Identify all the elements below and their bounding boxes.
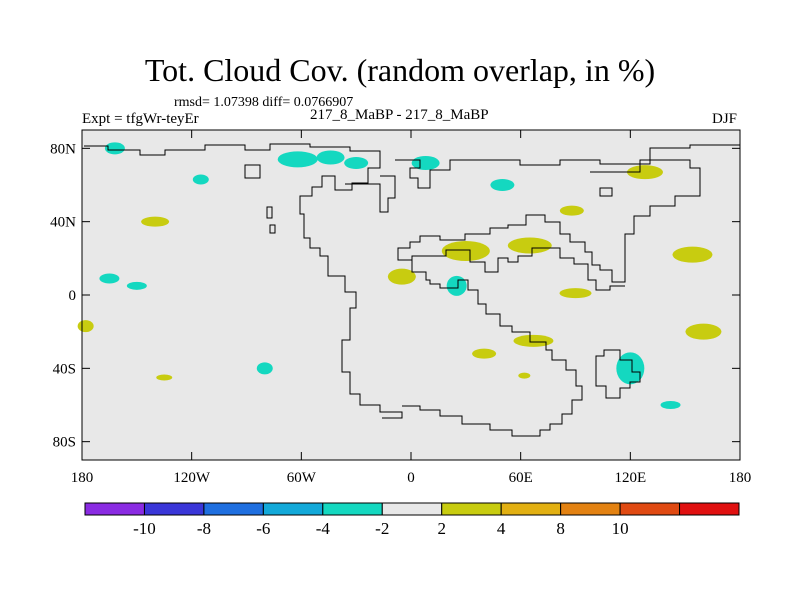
x-tick-label: 180 bbox=[71, 470, 94, 486]
anomaly-region bbox=[344, 157, 369, 169]
x-tick-label: 0 bbox=[407, 470, 415, 486]
case-label: 217_8_MaBP - 217_8_MaBP bbox=[310, 107, 489, 123]
anomaly-region bbox=[513, 334, 554, 347]
colorbar-label: -2 bbox=[375, 519, 389, 538]
y-tick-label: 40N bbox=[50, 215, 76, 231]
y-tick-label: 80N bbox=[50, 141, 76, 157]
anomaly-region bbox=[559, 205, 584, 216]
colorbar-label: -4 bbox=[316, 519, 331, 538]
anomaly-region bbox=[441, 241, 490, 261]
anomaly-region bbox=[277, 151, 318, 168]
stats-text: rmsd= 1.07398 diff= 0.0766907 bbox=[174, 95, 354, 110]
colorbar-label: 10 bbox=[612, 519, 629, 538]
anomaly-region bbox=[99, 273, 120, 284]
x-tick-label: 60E bbox=[509, 470, 533, 486]
colorbar-swatch bbox=[262, 502, 324, 516]
anomaly-region bbox=[518, 372, 531, 379]
anomaly-region bbox=[507, 237, 552, 254]
anomaly-region bbox=[446, 275, 467, 296]
anomaly-region bbox=[626, 165, 663, 180]
anomaly-region bbox=[126, 281, 147, 290]
colorbar-swatch bbox=[619, 502, 681, 516]
y-tick-label: 40S bbox=[53, 361, 76, 377]
anomaly-region bbox=[490, 179, 515, 191]
colorbar: -10 -8 -6 -4 -2 2 4 8 10 bbox=[84, 502, 740, 538]
x-tick-label: 60W bbox=[287, 470, 317, 486]
experiment-label: Expt = tfgWr-teyEr bbox=[82, 111, 199, 127]
tick-layer: 180 120W 60W 0 60E 120E 180 80N 40N 0 40S 80S bbox=[50, 130, 751, 486]
colorbar-swatch bbox=[143, 502, 205, 516]
x-tick-label: 120E bbox=[614, 470, 646, 486]
anomaly-region bbox=[156, 374, 173, 381]
y-tick-label: 80S bbox=[53, 435, 76, 451]
colorbar-label: 2 bbox=[437, 519, 446, 538]
anomaly-region bbox=[256, 362, 273, 375]
anomaly-region bbox=[192, 174, 209, 185]
colorbar-label: -6 bbox=[256, 519, 270, 538]
colorbar-label: 4 bbox=[497, 519, 506, 538]
x-tick-label: 180 bbox=[729, 470, 752, 486]
colorbar-swatch bbox=[381, 502, 443, 516]
anomaly-region bbox=[660, 401, 681, 409]
colorbar-label: 8 bbox=[556, 519, 565, 538]
colorbar-label: -8 bbox=[197, 519, 211, 538]
x-tick-label: 120W bbox=[173, 470, 211, 486]
chart-title: Tot. Cloud Cov. (random overlap, in %) bbox=[144, 52, 656, 88]
colorbar-swatch bbox=[679, 502, 740, 516]
colorbar-swatch bbox=[441, 502, 502, 516]
colorbar-label: -10 bbox=[133, 519, 156, 538]
anomaly-region bbox=[472, 348, 497, 359]
anomaly-region bbox=[104, 142, 125, 155]
anomaly-region bbox=[141, 216, 170, 227]
colorbar-swatch bbox=[500, 502, 562, 516]
anomaly-region bbox=[316, 150, 345, 165]
colorbar-swatch bbox=[560, 502, 621, 516]
y-tick-label: 0 bbox=[69, 288, 77, 304]
anomaly-region bbox=[672, 246, 713, 263]
anomaly-region bbox=[559, 288, 592, 299]
anomaly-region bbox=[77, 320, 94, 333]
season-label: DJF bbox=[712, 111, 738, 127]
colorbar-swatch bbox=[322, 502, 383, 516]
anomaly-region bbox=[387, 268, 416, 285]
coastline bbox=[84, 143, 740, 437]
colorbar-swatch bbox=[84, 502, 145, 516]
plot-area bbox=[82, 130, 740, 460]
anomaly-region bbox=[685, 323, 722, 340]
colorbar-swatch bbox=[203, 502, 264, 516]
